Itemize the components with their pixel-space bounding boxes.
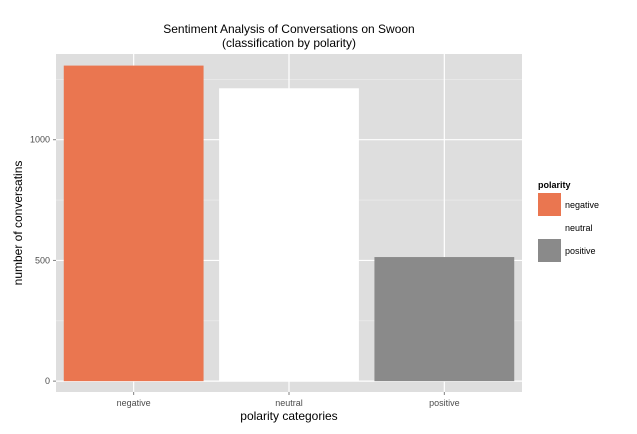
legend: polarity negative neutral positive [538,180,599,262]
legend-label: negative [565,200,599,210]
y-tick-label: 0 [45,376,50,386]
bar-positive [374,257,515,382]
y-tick-label: 500 [35,255,50,265]
chart-subtitle: (classification by polarity) [222,36,356,50]
x-tick-label: positive [429,398,460,408]
chart-title: Sentiment Analysis of Conversations on S… [163,22,414,36]
y-tick-label: 1000 [30,135,50,145]
legend-key-neutral [538,216,561,239]
legend-key-negative [538,193,561,216]
legend-label: neutral [565,223,593,233]
bar-negative [63,65,204,382]
bars [63,65,515,382]
legend-label: positive [565,246,596,256]
x-axis-ticks: negative neutral positive [117,392,460,408]
bar-neutral [219,88,359,382]
legend-key-positive [538,239,561,262]
y-axis-title: number of conversatins [11,161,25,286]
x-axis-title: polarity categories [240,409,337,423]
x-tick-label: negative [117,398,151,408]
legend-title: polarity [538,180,571,190]
x-tick-label: neutral [275,398,303,408]
y-axis-ticks: 0 500 1000 [30,135,56,386]
